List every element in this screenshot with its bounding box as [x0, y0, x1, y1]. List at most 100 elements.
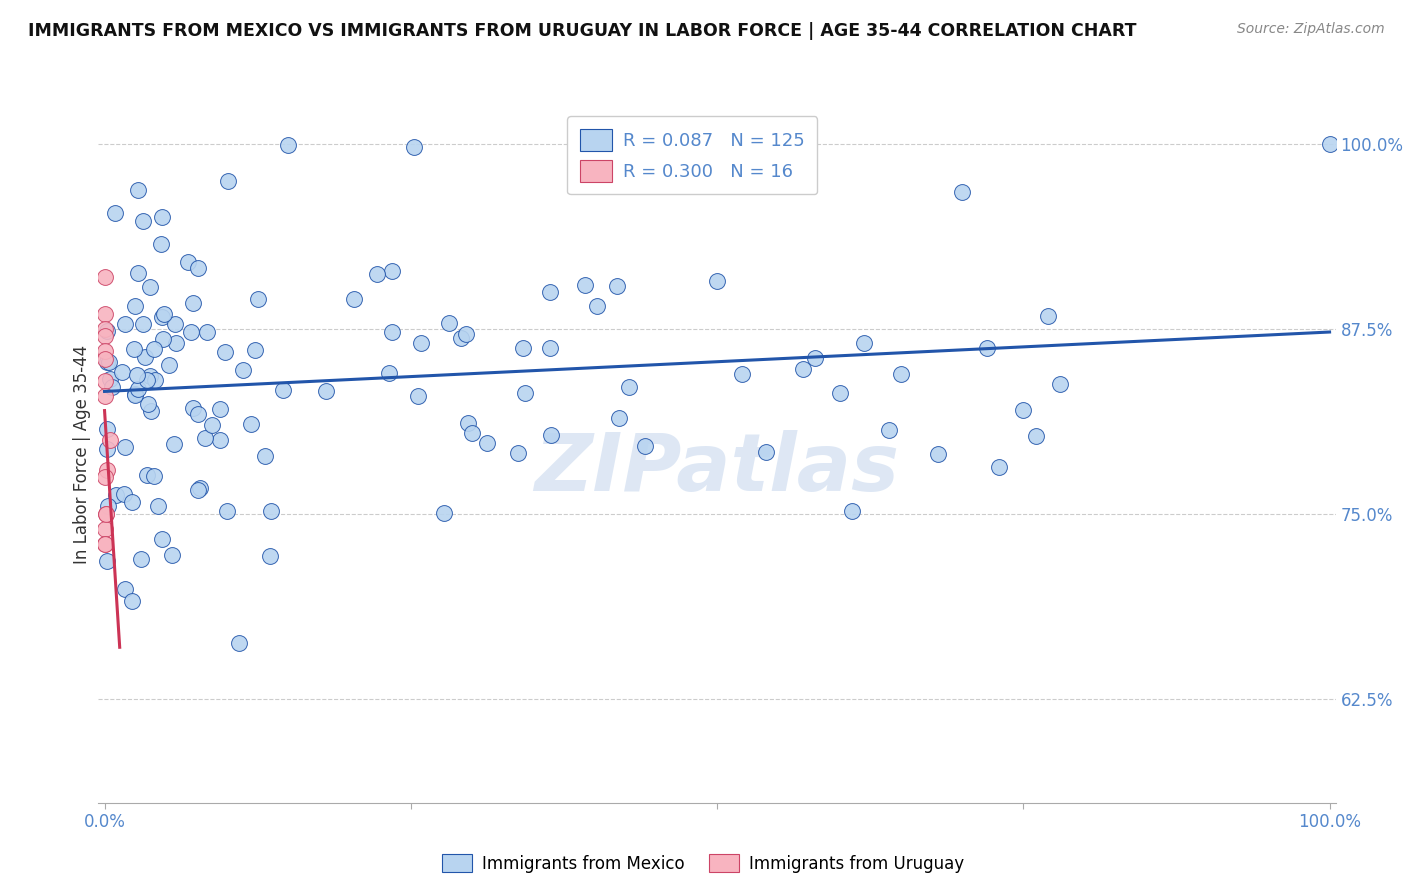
Point — [112, 487, 135, 501]
Point — [94, 344, 117, 359]
Point — [259, 549, 281, 563]
Point — [208, 401, 231, 416]
Point — [201, 417, 224, 432]
Point — [94, 470, 117, 484]
Point — [841, 504, 863, 518]
Point — [183, 401, 205, 416]
Point — [890, 367, 912, 381]
Point — [231, 363, 253, 377]
Point — [93, 537, 115, 551]
Point — [755, 445, 778, 459]
Point — [96, 463, 118, 477]
Point — [93, 351, 115, 366]
Text: IMMIGRANTS FROM MEXICO VS IMMIGRANTS FROM URUGUAY IN LABOR FORCE | AGE 35-44 COR: IMMIGRANTS FROM MEXICO VS IMMIGRANTS FRO… — [28, 22, 1136, 40]
Point — [134, 351, 156, 365]
Point — [139, 280, 162, 294]
Point — [804, 351, 827, 365]
Point — [94, 522, 117, 536]
Point — [606, 278, 628, 293]
Point — [217, 173, 239, 187]
Point — [114, 441, 136, 455]
Point — [538, 285, 561, 300]
Point — [194, 431, 217, 445]
Point — [181, 296, 204, 310]
Point — [132, 213, 155, 227]
Point — [512, 341, 534, 355]
Point — [461, 425, 484, 440]
Point — [343, 293, 366, 307]
Point — [228, 636, 250, 650]
Point — [456, 326, 478, 341]
Point — [378, 366, 401, 380]
Point — [143, 374, 166, 388]
Point — [730, 368, 752, 382]
Point — [246, 293, 269, 307]
Point — [162, 437, 184, 451]
Point — [214, 344, 236, 359]
Point — [477, 436, 499, 450]
Point — [150, 533, 173, 547]
Point — [114, 317, 136, 331]
Point — [150, 310, 173, 324]
Point — [508, 446, 530, 460]
Point — [409, 336, 432, 351]
Point — [96, 324, 118, 338]
Point — [457, 416, 479, 430]
Point — [450, 331, 472, 345]
Point — [121, 593, 143, 607]
Point — [136, 373, 159, 387]
Point — [187, 483, 209, 497]
Point — [139, 403, 162, 417]
Point — [96, 422, 118, 436]
Point — [404, 140, 426, 154]
Point — [110, 365, 132, 379]
Point — [209, 433, 232, 447]
Point — [98, 355, 121, 369]
Point — [93, 270, 115, 285]
Point — [150, 211, 173, 225]
Point — [540, 428, 562, 442]
Point — [792, 362, 814, 376]
Point — [366, 268, 388, 282]
Point — [381, 264, 404, 278]
Point — [187, 407, 209, 421]
Point — [1012, 403, 1035, 417]
Point — [127, 368, 149, 383]
Point — [93, 389, 115, 403]
Point — [853, 335, 876, 350]
Point — [617, 380, 640, 394]
Point — [243, 343, 266, 358]
Point — [114, 582, 136, 596]
Legend: Immigrants from Mexico, Immigrants from Uruguay: Immigrants from Mexico, Immigrants from … — [434, 847, 972, 880]
Point — [260, 504, 283, 518]
Point — [142, 343, 165, 357]
Point — [633, 439, 655, 453]
Point — [153, 307, 176, 321]
Point — [180, 325, 202, 339]
Point — [101, 380, 124, 394]
Point — [152, 332, 174, 346]
Point — [142, 469, 165, 483]
Point — [381, 325, 404, 339]
Point — [877, 423, 900, 437]
Point — [976, 341, 998, 355]
Point — [163, 317, 186, 331]
Point — [94, 507, 117, 521]
Point — [127, 382, 149, 396]
Point — [195, 325, 218, 339]
Point — [93, 537, 115, 551]
Point — [574, 277, 596, 292]
Point — [96, 442, 118, 457]
Point — [927, 447, 949, 461]
Point — [433, 506, 456, 520]
Point — [96, 554, 118, 568]
Point — [987, 459, 1010, 474]
Point — [98, 433, 121, 447]
Legend: R = 0.087   N = 125, R = 0.300   N = 16: R = 0.087 N = 125, R = 0.300 N = 16 — [567, 116, 817, 194]
Point — [94, 322, 117, 336]
Point — [94, 507, 117, 521]
Point — [607, 411, 630, 425]
Point — [122, 342, 145, 356]
Point — [538, 341, 561, 355]
Y-axis label: In Labor Force | Age 35-44: In Labor Force | Age 35-44 — [73, 345, 91, 565]
